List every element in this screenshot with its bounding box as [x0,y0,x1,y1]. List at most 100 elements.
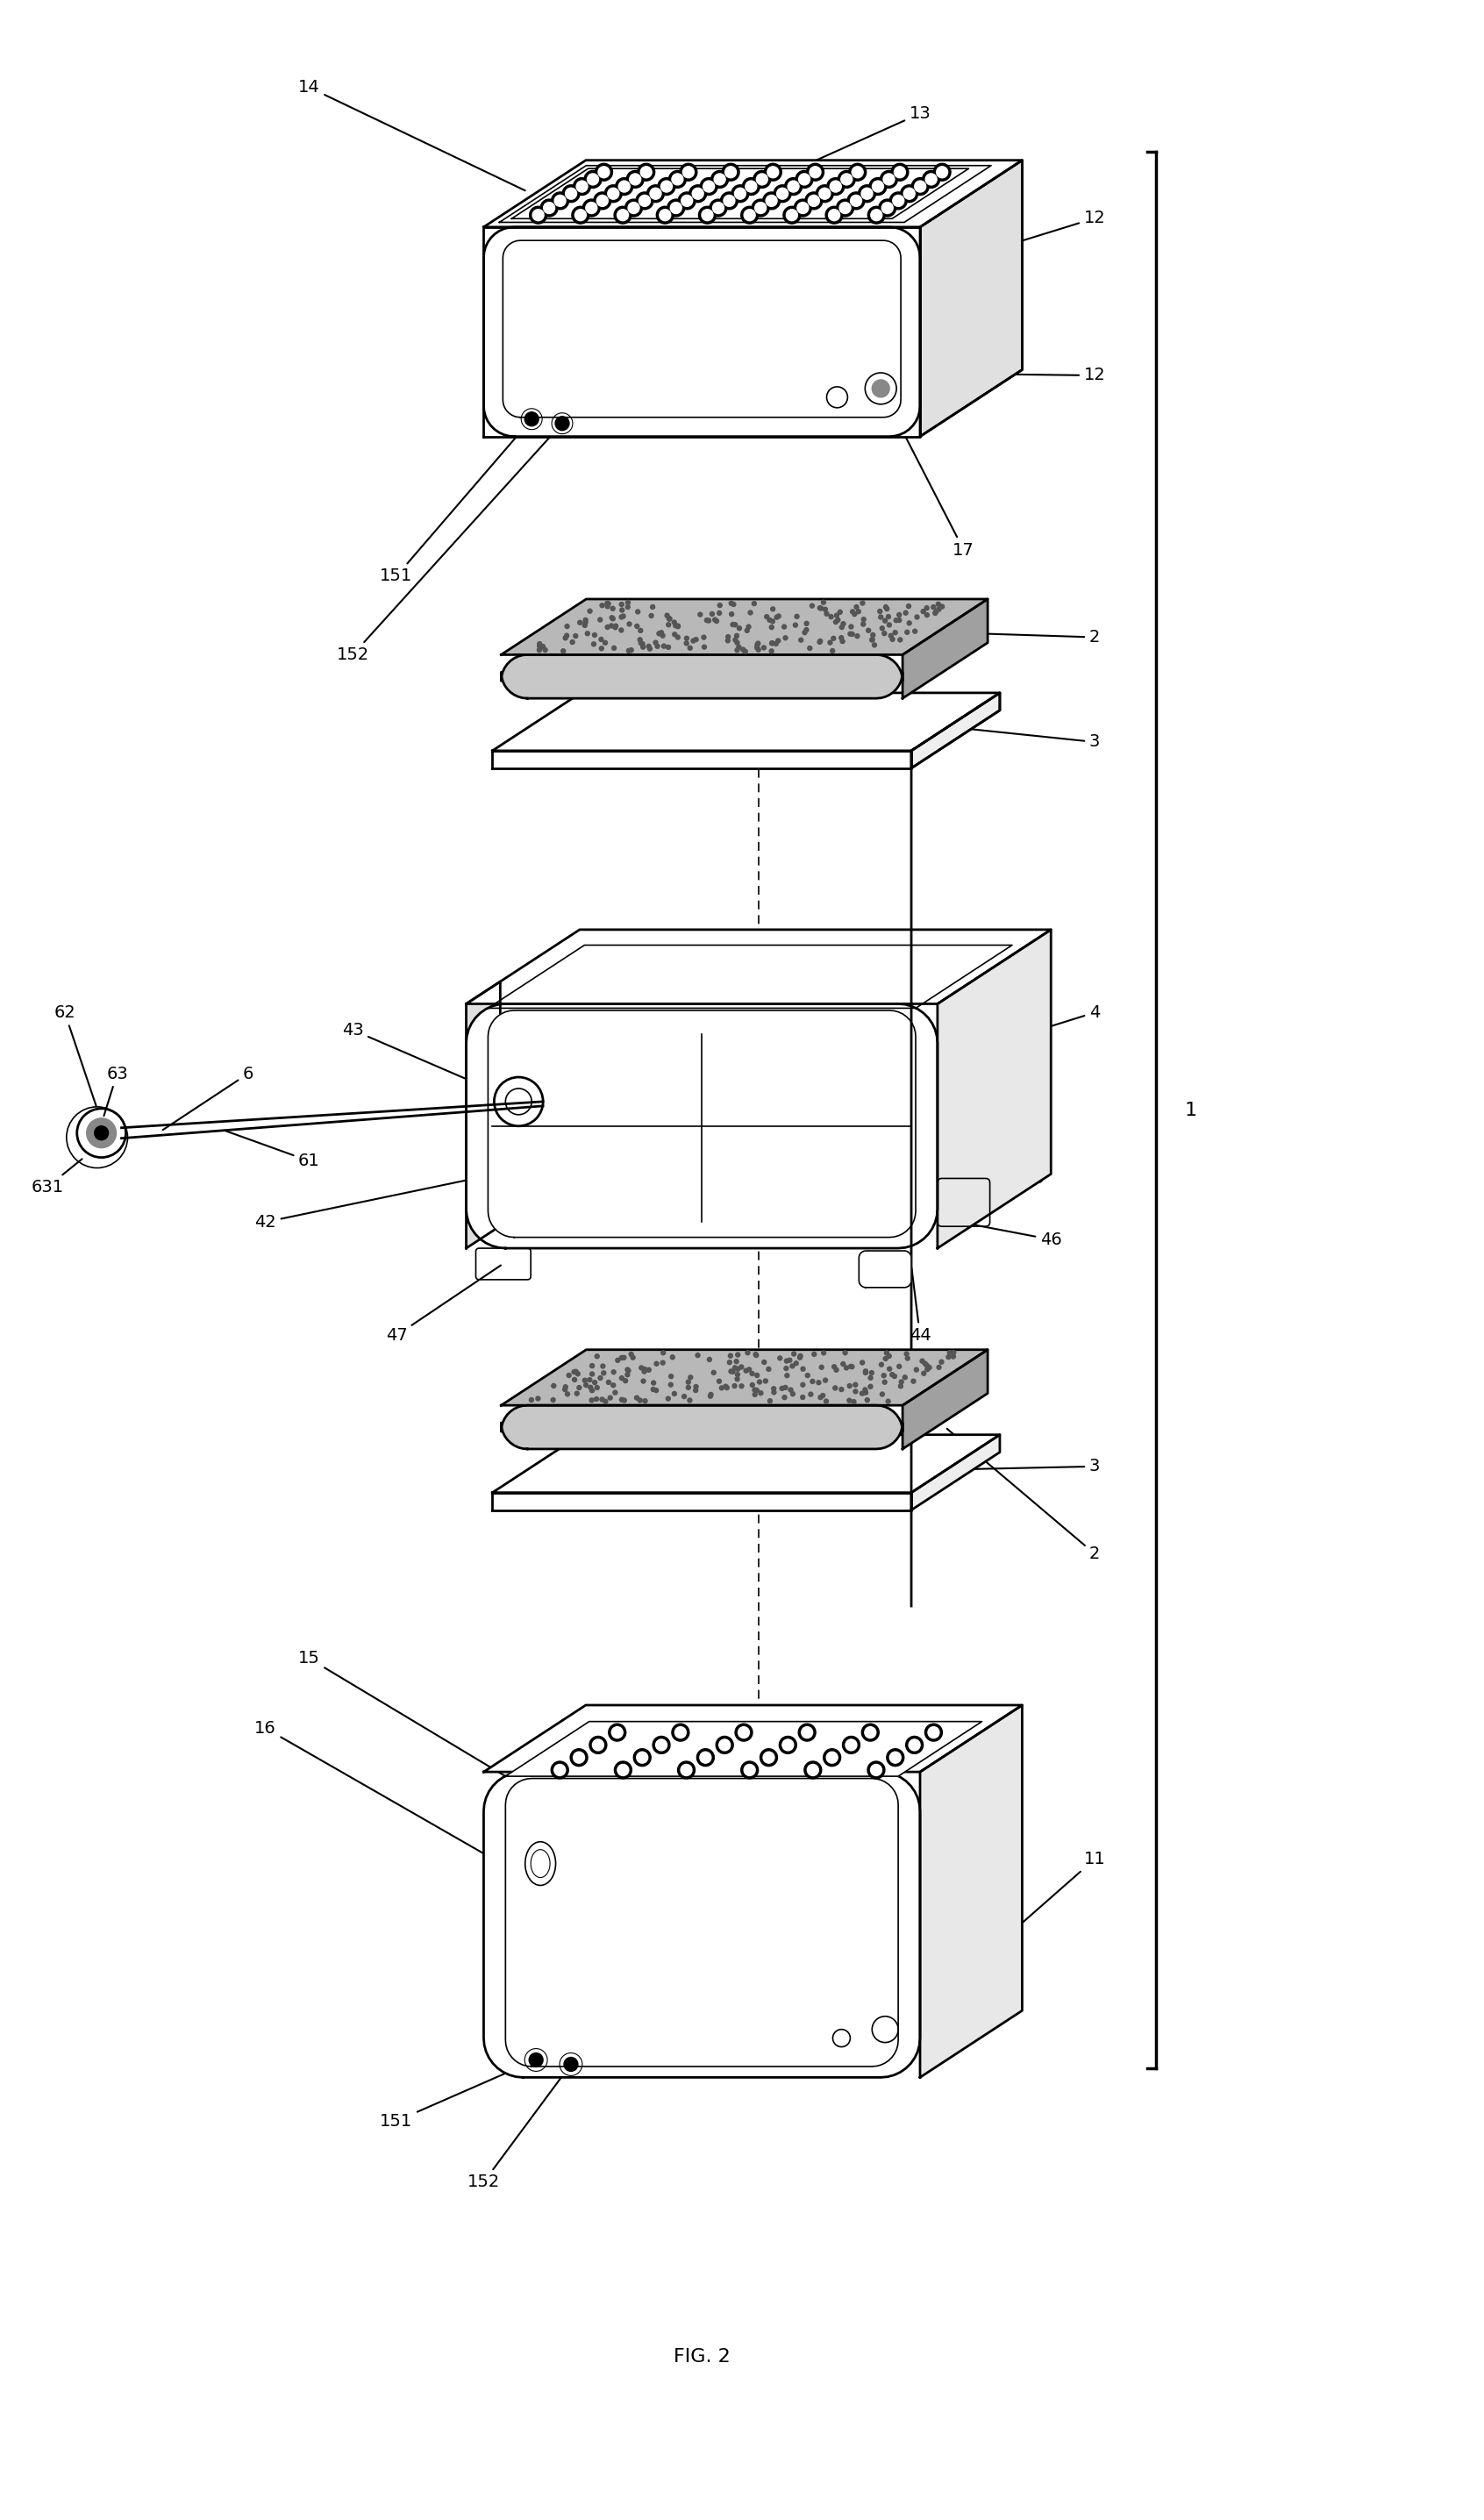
Circle shape [868,1383,873,1389]
Polygon shape [488,1011,916,1237]
Circle shape [689,1376,693,1378]
Circle shape [859,1391,864,1396]
Circle shape [720,192,738,209]
Circle shape [890,638,895,643]
Circle shape [743,209,755,222]
Text: 12: 12 [974,209,1106,255]
Circle shape [773,184,791,202]
Circle shape [776,615,781,617]
Circle shape [847,1399,852,1404]
Circle shape [763,1751,775,1764]
Circle shape [951,1353,956,1358]
Text: 631: 631 [31,1159,82,1194]
Circle shape [800,1396,804,1399]
Circle shape [551,1761,568,1779]
Circle shape [834,612,838,617]
Circle shape [666,645,671,650]
Circle shape [896,1363,901,1368]
Circle shape [660,1361,665,1366]
Polygon shape [493,751,911,769]
Circle shape [533,209,543,222]
Circle shape [711,171,729,189]
Circle shape [640,1366,644,1371]
Circle shape [761,645,766,650]
Circle shape [843,1351,847,1356]
Circle shape [649,612,653,617]
Circle shape [782,1739,794,1751]
Circle shape [564,633,568,638]
Circle shape [923,171,939,189]
Circle shape [622,615,625,617]
Circle shape [738,1726,749,1739]
Circle shape [634,1749,651,1767]
Circle shape [879,615,883,620]
Circle shape [877,610,881,612]
Circle shape [754,171,770,189]
Circle shape [659,209,671,222]
Circle shape [588,174,598,184]
Circle shape [595,1353,600,1358]
Circle shape [537,648,542,653]
Text: 63: 63 [104,1066,128,1116]
Circle shape [785,1373,789,1378]
Circle shape [604,184,622,202]
Circle shape [709,1394,714,1396]
Circle shape [613,625,617,630]
Circle shape [540,199,558,217]
Circle shape [674,622,678,627]
Polygon shape [466,983,500,1247]
Circle shape [871,1764,881,1777]
Text: 11: 11 [953,1850,1106,1983]
Circle shape [683,166,695,179]
Circle shape [619,615,623,620]
Circle shape [769,650,773,653]
Circle shape [850,1363,855,1368]
Circle shape [758,1391,763,1396]
Text: 152: 152 [337,426,561,663]
Circle shape [743,650,748,653]
Circle shape [830,181,841,192]
Text: 2: 2 [948,630,1100,645]
Circle shape [551,1399,555,1401]
Circle shape [769,625,773,630]
Circle shape [893,194,904,207]
Circle shape [562,1389,567,1391]
Circle shape [752,602,757,605]
Circle shape [896,612,901,617]
Circle shape [735,648,739,653]
Circle shape [849,625,853,630]
Circle shape [671,1356,675,1358]
Circle shape [770,620,775,622]
Circle shape [608,622,613,627]
Circle shape [736,1353,741,1356]
Circle shape [898,638,902,643]
Circle shape [889,633,893,638]
Circle shape [840,202,850,214]
Circle shape [818,1396,822,1399]
Circle shape [782,1396,787,1399]
Circle shape [889,1751,901,1764]
Circle shape [853,1389,858,1394]
Circle shape [675,1726,686,1739]
Circle shape [794,622,797,627]
Circle shape [824,1378,828,1383]
Circle shape [757,1381,761,1383]
Circle shape [788,181,798,192]
Circle shape [925,1368,929,1371]
Circle shape [724,1386,729,1391]
Circle shape [841,1361,846,1366]
Circle shape [680,164,697,181]
Circle shape [693,1389,697,1394]
Text: 3: 3 [959,728,1100,751]
Circle shape [619,602,623,607]
Circle shape [886,1749,904,1767]
Circle shape [574,1391,579,1396]
Circle shape [883,1381,887,1383]
Circle shape [806,1373,810,1378]
Circle shape [766,194,778,207]
Polygon shape [484,161,1022,227]
Circle shape [657,633,662,635]
Text: 47: 47 [386,1265,500,1343]
Text: 62: 62 [53,1005,96,1106]
Circle shape [775,615,779,620]
